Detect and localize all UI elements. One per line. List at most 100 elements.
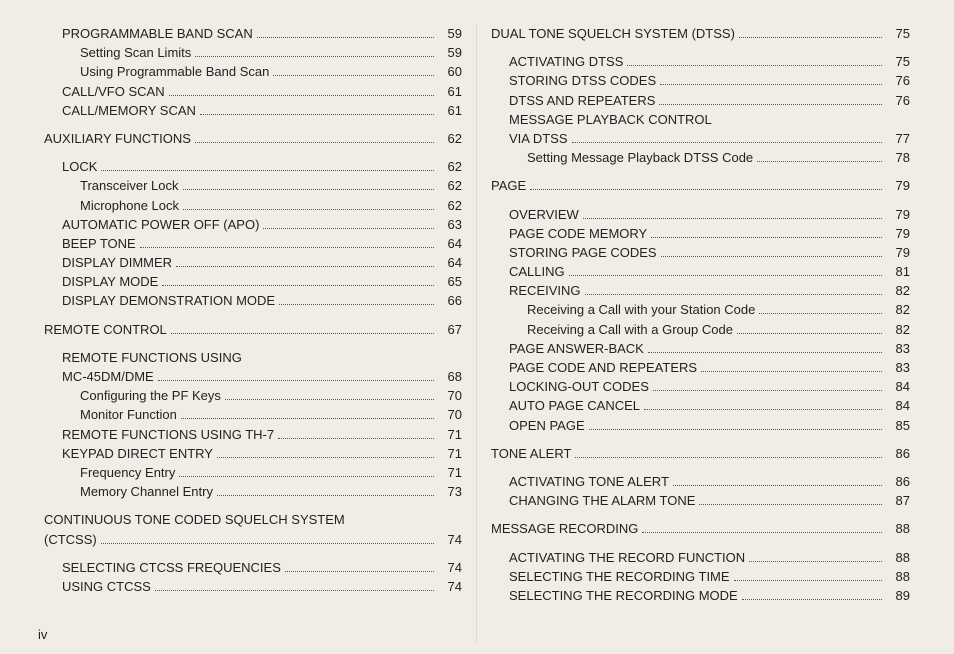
toc-entry-page: 89 xyxy=(886,587,910,605)
toc-entry-label: DISPLAY MODE xyxy=(62,273,158,291)
toc-entry: Frequency Entry 71 xyxy=(44,464,462,482)
leader-dots xyxy=(273,75,434,76)
toc-entry-label: Transceiver Lock xyxy=(80,177,179,195)
toc-entry: LOCKING-OUT CODES84 xyxy=(491,378,910,396)
toc-entry-page: 78 xyxy=(886,149,910,167)
toc-entry-label: OPEN PAGE xyxy=(509,417,585,435)
toc-entry: MESSAGE RECORDING 88 xyxy=(491,520,910,538)
toc-entry: OPEN PAGE 85 xyxy=(491,417,910,435)
toc-entry-page: 84 xyxy=(886,378,910,396)
section-gap xyxy=(44,340,462,348)
leader-dots xyxy=(179,476,434,477)
toc-entry: (CTCSS)74 xyxy=(44,531,462,549)
toc-entry: ACTIVATING THE RECORD FUNCTION88 xyxy=(491,549,910,567)
toc-entry-label: DISPLAY DEMONSTRATION MODE xyxy=(62,292,275,310)
toc-entry: TONE ALERT 86 xyxy=(491,445,910,463)
toc-entry: RECEIVING82 xyxy=(491,282,910,300)
section-gap xyxy=(44,149,462,157)
toc-entry-label: Frequency Entry xyxy=(80,464,175,482)
toc-entry: Transceiver Lock62 xyxy=(44,177,462,195)
toc-entry-page: 60 xyxy=(438,63,462,81)
section-gap xyxy=(44,502,462,510)
toc-entry-label: BEEP TONE xyxy=(62,235,136,253)
section-gap xyxy=(44,121,462,129)
toc-entry-label: CONTINUOUS TONE CODED SQUELCH SYSTEM xyxy=(44,511,345,529)
section-gap xyxy=(491,436,910,444)
toc-entry-page: 88 xyxy=(886,568,910,586)
toc-entry-page: 64 xyxy=(438,254,462,272)
toc-entry-page: 82 xyxy=(886,301,910,319)
leader-dots xyxy=(171,333,434,334)
leader-dots xyxy=(642,532,882,533)
toc-entry-page: 76 xyxy=(886,92,910,110)
toc-entry-page: 88 xyxy=(886,520,910,538)
toc-entry-label: DISPLAY DIMMER xyxy=(62,254,172,272)
toc-entry: SELECTING THE RECORDING TIME88 xyxy=(491,568,910,586)
toc-entry-page: 75 xyxy=(886,25,910,43)
leader-dots xyxy=(225,399,434,400)
leader-dots xyxy=(263,228,434,229)
leader-dots xyxy=(734,580,882,581)
toc-entry-page: 81 xyxy=(886,263,910,281)
leader-dots xyxy=(673,485,882,486)
toc-entry: Receiving a Call with your Station Code8… xyxy=(491,301,910,319)
toc-entry-page: 62 xyxy=(438,197,462,215)
toc-entry-page: 85 xyxy=(886,417,910,435)
toc-entry: CALL/VFO SCAN61 xyxy=(44,83,462,101)
toc-entry-page: 79 xyxy=(886,225,910,243)
leader-dots xyxy=(701,371,882,372)
toc-entry: DUAL TONE SQUELCH SYSTEM (DTSS)75 xyxy=(491,25,910,43)
toc-entry: AUTO PAGE CANCEL84 xyxy=(491,397,910,415)
toc-entry: PROGRAMMABLE BAND SCAN59 xyxy=(44,25,462,43)
toc-entry-label: MESSAGE RECORDING xyxy=(491,520,638,538)
leader-dots xyxy=(183,189,435,190)
toc-entry-label: PROGRAMMABLE BAND SCAN xyxy=(62,25,253,43)
leader-dots xyxy=(569,275,882,276)
toc-entry: AUTOMATIC POWER OFF (APO)63 xyxy=(44,216,462,234)
leader-dots xyxy=(661,256,882,257)
toc-entry-page: 83 xyxy=(886,359,910,377)
leader-dots xyxy=(660,84,882,85)
toc-entry: Using Programmable Band Scan60 xyxy=(44,63,462,81)
toc-entry-label: Monitor Function xyxy=(80,406,177,424)
toc-entry-page: 62 xyxy=(438,158,462,176)
toc-entry: CONTINUOUS TONE CODED SQUELCH SYSTEM xyxy=(44,511,462,529)
toc-entry-page: 73 xyxy=(438,483,462,501)
leader-dots xyxy=(279,304,434,305)
toc-entry-label: AUXILIARY FUNCTIONS xyxy=(44,130,191,148)
toc-entry: STORING PAGE CODES79 xyxy=(491,244,910,262)
toc-entry-page: 75 xyxy=(886,53,910,71)
section-gap xyxy=(491,168,910,176)
toc-page: PROGRAMMABLE BAND SCAN59Setting Scan Lim… xyxy=(0,0,954,654)
toc-entry-page: 71 xyxy=(438,464,462,482)
toc-entry: MESSAGE PLAYBACK CONTROL xyxy=(491,111,910,129)
toc-entry: DISPLAY DIMMER 64 xyxy=(44,254,462,272)
section-gap xyxy=(491,44,910,52)
toc-entry-page: 61 xyxy=(438,83,462,101)
leader-dots xyxy=(140,247,434,248)
section-gap xyxy=(44,312,462,320)
toc-entry-label: TONE ALERT xyxy=(491,445,571,463)
toc-entry: PAGE ANSWER-BACK83 xyxy=(491,340,910,358)
toc-entry-page: 87 xyxy=(886,492,910,510)
toc-entry-page: 86 xyxy=(886,445,910,463)
leader-dots xyxy=(195,56,434,57)
leader-dots xyxy=(575,457,882,458)
toc-entry-label: USING CTCSS xyxy=(62,578,151,596)
toc-entry-page: 88 xyxy=(886,549,910,567)
leader-dots xyxy=(158,380,434,381)
toc-entry: MC-45DM/DME68 xyxy=(44,368,462,386)
toc-entry-label: REMOTE FUNCTIONS USING TH-7 xyxy=(62,426,274,444)
toc-entry-label: CALL/MEMORY SCAN xyxy=(62,102,196,120)
toc-entry-label: REMOTE FUNCTIONS USING xyxy=(62,349,242,367)
toc-entry-page: 82 xyxy=(886,282,910,300)
section-gap xyxy=(491,511,910,519)
toc-entry-page: 59 xyxy=(438,44,462,62)
leader-dots xyxy=(653,390,882,391)
leader-dots xyxy=(155,590,434,591)
toc-entry-page: 79 xyxy=(886,177,910,195)
leader-dots xyxy=(739,37,882,38)
toc-entry: PAGE CODE MEMORY79 xyxy=(491,225,910,243)
leader-dots xyxy=(530,189,882,190)
section-gap xyxy=(491,540,910,548)
